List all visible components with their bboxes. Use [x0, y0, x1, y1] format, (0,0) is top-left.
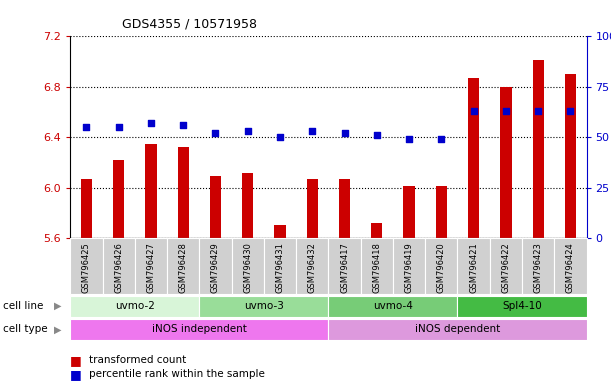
Text: GSM796428: GSM796428: [178, 243, 188, 293]
Bar: [178, 147, 189, 238]
Text: GSM796420: GSM796420: [437, 243, 446, 293]
Text: Spl4-10: Spl4-10: [502, 301, 542, 311]
Text: GSM796426: GSM796426: [114, 243, 123, 293]
Bar: [70, 319, 329, 340]
Text: percentile rank within the sample: percentile rank within the sample: [89, 369, 265, 379]
Text: GSM796424: GSM796424: [566, 243, 575, 293]
Bar: [274, 225, 286, 238]
Bar: [81, 179, 92, 238]
Text: GSM796429: GSM796429: [211, 243, 220, 293]
Text: GSM796422: GSM796422: [502, 243, 510, 293]
Text: GSM796432: GSM796432: [308, 243, 316, 293]
Bar: [307, 179, 318, 238]
Point: [307, 128, 317, 134]
Bar: [296, 238, 329, 294]
Text: GSM796431: GSM796431: [276, 243, 285, 293]
Bar: [145, 144, 156, 238]
Bar: [425, 238, 458, 294]
Bar: [264, 238, 296, 294]
Text: iNOS independent: iNOS independent: [152, 324, 247, 334]
Text: GSM796423: GSM796423: [533, 243, 543, 293]
Point: [114, 124, 123, 130]
Point: [501, 108, 511, 114]
Bar: [70, 296, 199, 317]
Point: [178, 122, 188, 128]
Bar: [329, 319, 587, 340]
Bar: [458, 296, 587, 317]
Text: cell line: cell line: [3, 301, 43, 311]
Bar: [565, 74, 576, 238]
Text: iNOS dependent: iNOS dependent: [415, 324, 500, 334]
Point: [275, 134, 285, 141]
Text: uvmo-4: uvmo-4: [373, 301, 413, 311]
Text: uvmo-2: uvmo-2: [115, 301, 155, 311]
Bar: [339, 179, 350, 238]
Text: GSM796427: GSM796427: [147, 243, 155, 293]
Bar: [522, 238, 554, 294]
Bar: [242, 172, 254, 238]
Bar: [393, 238, 425, 294]
Bar: [490, 238, 522, 294]
Bar: [199, 238, 232, 294]
Text: GDS4355 / 10571958: GDS4355 / 10571958: [122, 17, 257, 30]
Point: [372, 132, 382, 138]
Text: ■: ■: [70, 354, 82, 367]
Point: [436, 136, 446, 142]
Point: [469, 108, 478, 114]
Bar: [167, 238, 199, 294]
Bar: [329, 296, 458, 317]
Text: transformed count: transformed count: [89, 355, 186, 365]
Point: [211, 130, 221, 136]
Point: [404, 136, 414, 142]
Bar: [210, 176, 221, 238]
Bar: [458, 238, 490, 294]
Bar: [436, 186, 447, 238]
Text: GSM796430: GSM796430: [243, 243, 252, 293]
Bar: [113, 160, 124, 238]
Text: GSM796425: GSM796425: [82, 243, 91, 293]
Point: [566, 108, 576, 114]
Bar: [70, 238, 103, 294]
Point: [340, 130, 349, 136]
Bar: [554, 238, 587, 294]
Text: GSM796419: GSM796419: [404, 243, 414, 293]
Bar: [329, 238, 360, 294]
Bar: [232, 238, 264, 294]
Bar: [468, 78, 479, 238]
Bar: [360, 238, 393, 294]
Text: cell type: cell type: [3, 324, 48, 334]
Bar: [103, 238, 135, 294]
Bar: [371, 223, 382, 238]
Bar: [533, 60, 544, 238]
Text: uvmo-3: uvmo-3: [244, 301, 284, 311]
Text: ▶: ▶: [54, 301, 61, 311]
Bar: [199, 296, 329, 317]
Bar: [500, 87, 511, 238]
Point: [243, 128, 252, 134]
Point: [146, 120, 156, 126]
Bar: [403, 186, 415, 238]
Text: GSM796417: GSM796417: [340, 243, 349, 293]
Bar: [135, 238, 167, 294]
Point: [81, 124, 91, 130]
Point: [533, 108, 543, 114]
Text: ■: ■: [70, 368, 82, 381]
Text: GSM796418: GSM796418: [372, 243, 381, 293]
Text: GSM796421: GSM796421: [469, 243, 478, 293]
Text: ▶: ▶: [54, 324, 61, 334]
